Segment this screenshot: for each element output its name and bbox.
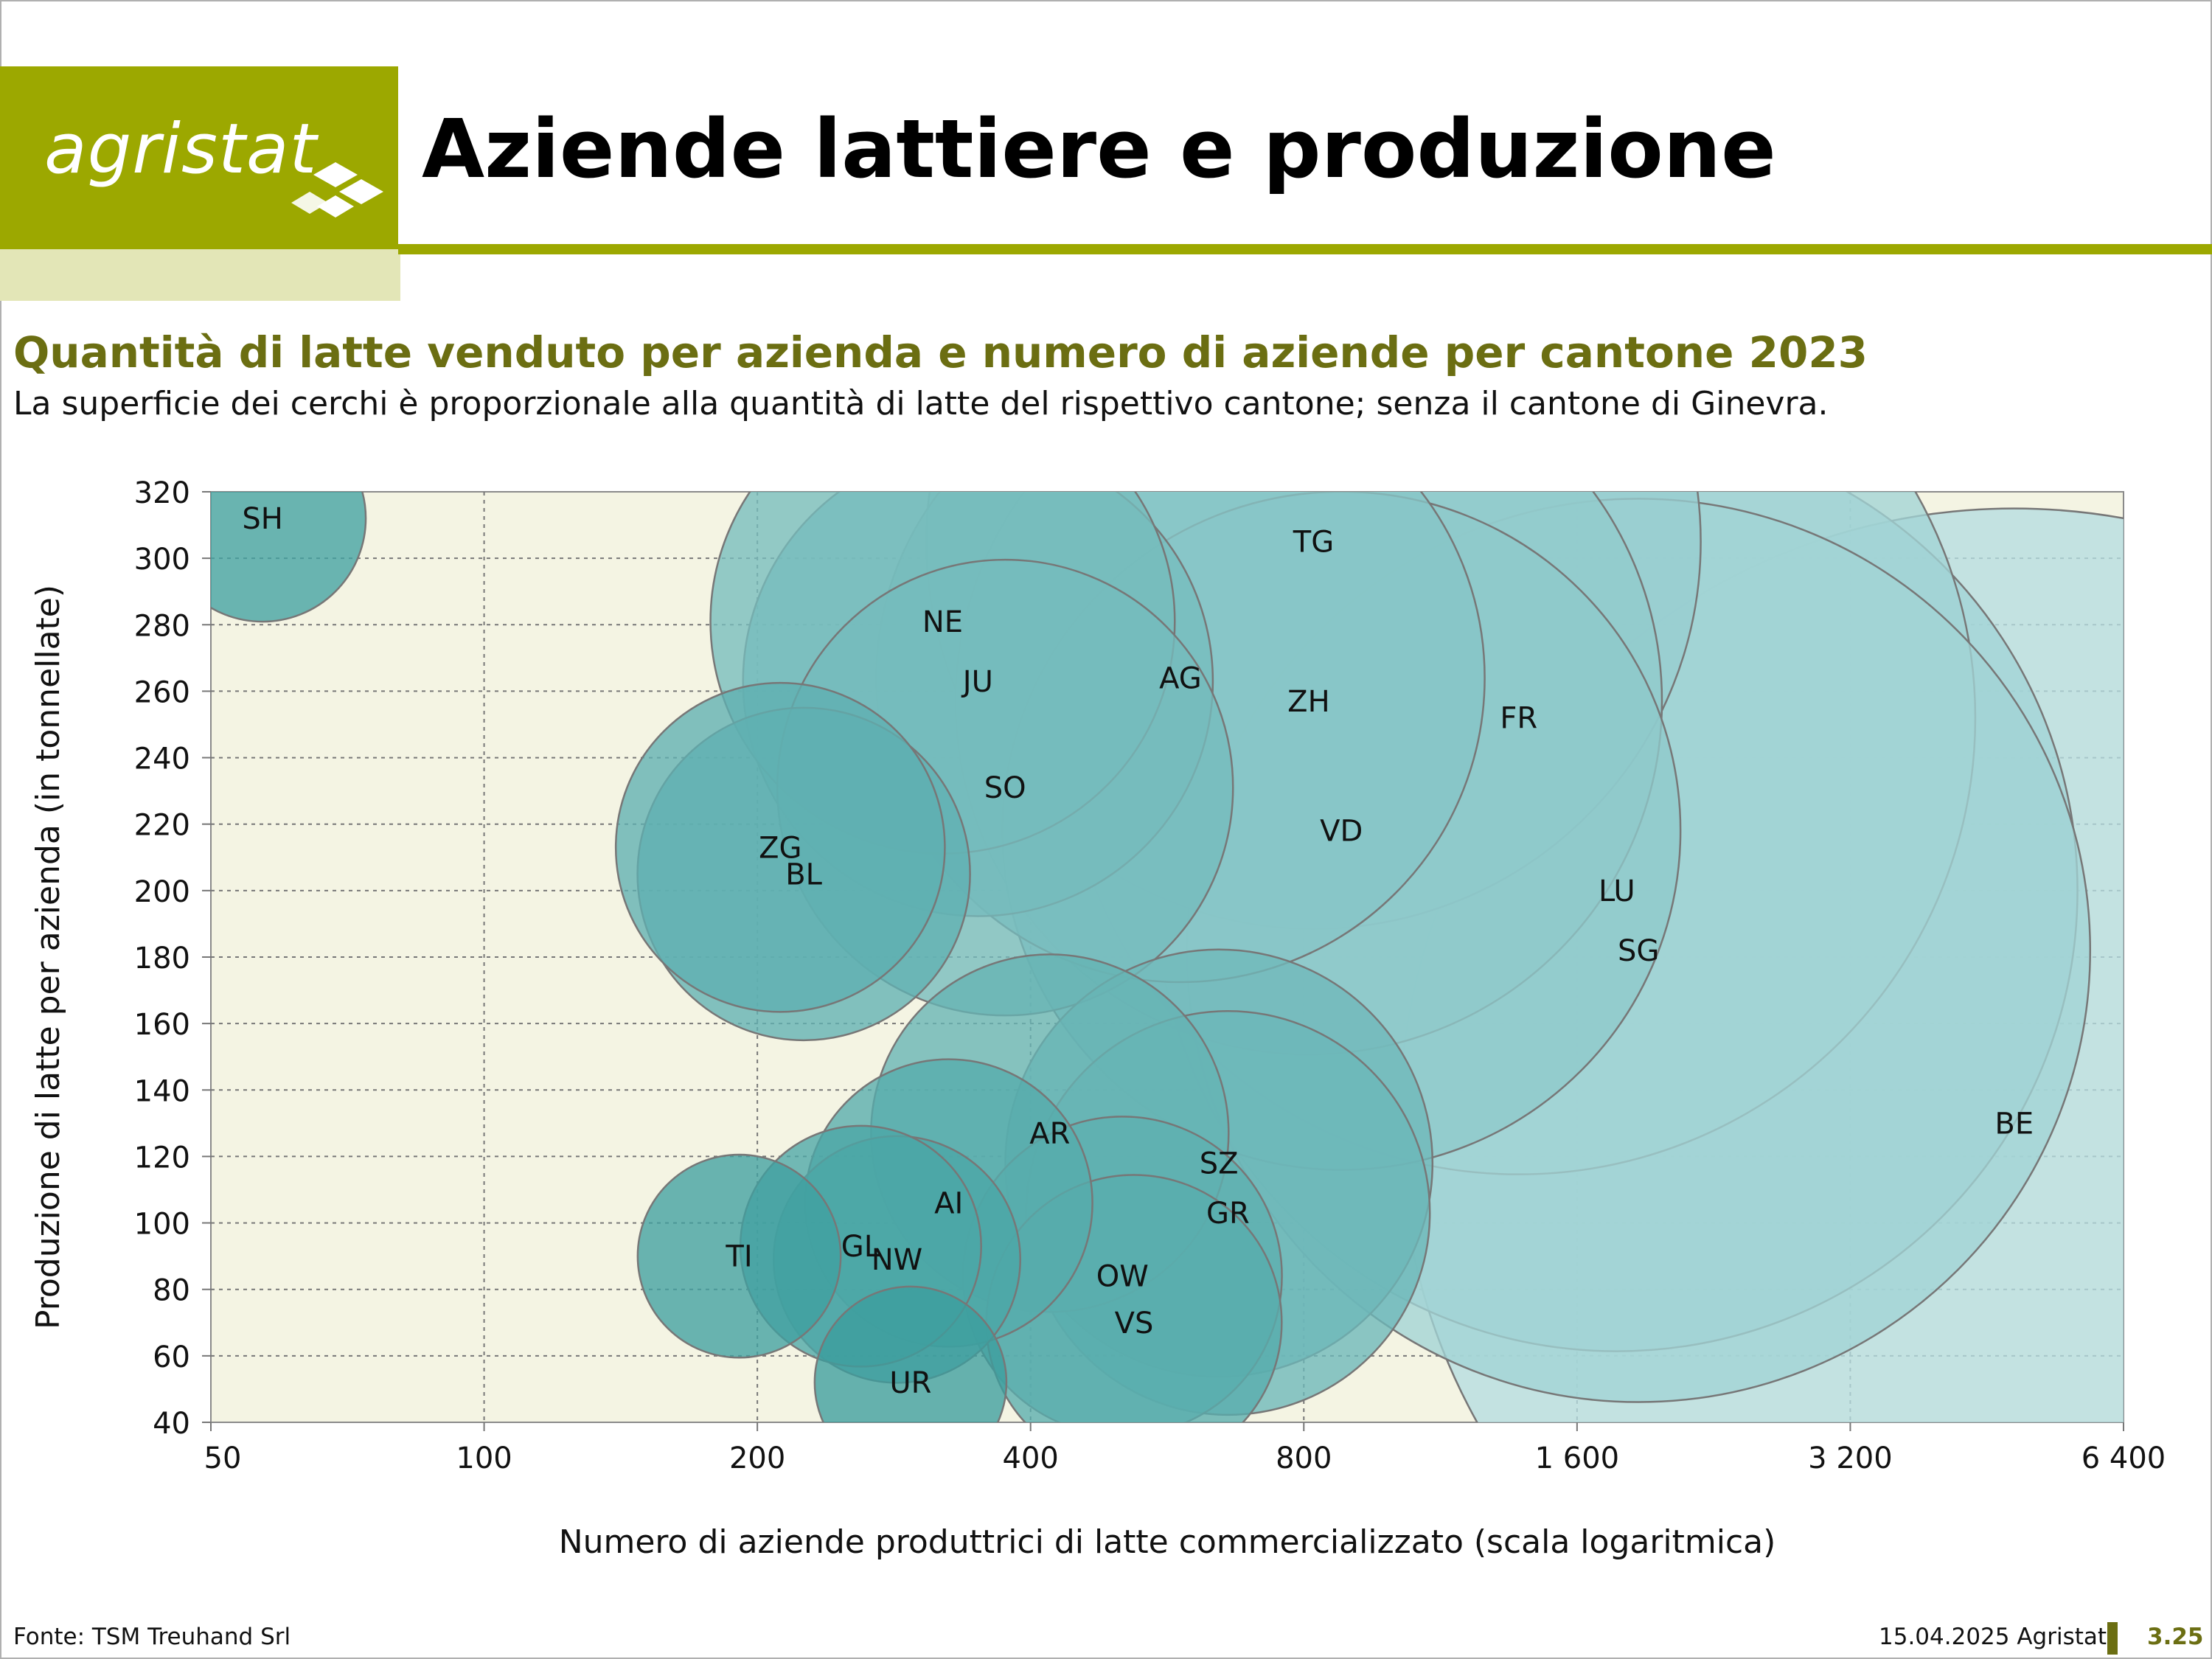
x-tick-label: 3 200 [1808, 1441, 1893, 1475]
bubble-label-ne: NE [922, 605, 963, 639]
bubble-label-gr: GR [1206, 1197, 1250, 1231]
y-tick-label: 100 [134, 1208, 190, 1242]
y-axis-ticks: 40 60 80 100 120 140 160 180 200 220 240 260 280 300 3… [134, 476, 211, 1441]
logo-wordmark: agristat [44, 109, 318, 189]
y-tick-label: 320 [134, 476, 190, 510]
y-tick-label: 60 [153, 1340, 190, 1374]
y-tick-label: 140 [134, 1074, 190, 1108]
x-tick-label: 200 [729, 1441, 785, 1475]
x-tick-label: 50 [204, 1441, 242, 1475]
footer-source: Fonte: TSM Treuhand Srl [13, 1624, 291, 1650]
bubble-label-gl: GL [841, 1230, 881, 1264]
x-axis-ticks: 50 100 200 400 800 1 600 3 200 6 400 [204, 1422, 2166, 1475]
y-tick-label: 160 [134, 1008, 190, 1042]
bubble-label-vs: VS [1115, 1307, 1154, 1340]
bubble-zg [614, 681, 946, 1013]
bubble-label-sg: SG [1618, 934, 1659, 968]
x-tick-label: 1 600 [1535, 1441, 1620, 1475]
x-tick-label: 400 [1003, 1441, 1059, 1475]
bubble-label-so: SO [984, 771, 1026, 805]
bubble-label-vd: VD [1320, 815, 1363, 849]
bubble-label-sz: SZ [1200, 1147, 1239, 1180]
bubble-label-ar: AR [1029, 1117, 1070, 1151]
bubble-label-ju: JU [961, 665, 993, 699]
bubble-label-zh: ZH [1287, 685, 1329, 719]
y-tick-label: 300 [134, 543, 190, 577]
page-number: 3.25 [2147, 1624, 2204, 1650]
x-tick-label: 800 [1276, 1441, 1332, 1475]
bubble-label-nw: NW [872, 1243, 922, 1277]
bubble-label-lu: LU [1599, 874, 1635, 908]
bubble-label-ur: UR [889, 1366, 931, 1400]
logo-shadow-band [0, 249, 400, 301]
y-tick-label: 80 [153, 1274, 190, 1308]
bubble-ur [813, 1285, 1008, 1422]
y-tick-label: 180 [134, 942, 190, 975]
footer-divider [2107, 1622, 2118, 1655]
y-tick-label: 120 [134, 1141, 190, 1175]
bubble-label-be: BE [1994, 1107, 2034, 1141]
bubble-label-ow: OW [1096, 1260, 1149, 1294]
bubble-sh [211, 492, 367, 623]
bubble-label-fr: FR [1500, 701, 1537, 735]
x-tick-label: 6 400 [2081, 1441, 2166, 1475]
bubble-label-bl: BL [785, 858, 822, 891]
logo-panel [0, 66, 398, 249]
bubble-label-sh: SH [242, 502, 282, 536]
header-divider [398, 244, 2212, 254]
y-tick-label: 220 [134, 809, 190, 843]
y-tick-label: 40 [153, 1407, 190, 1441]
logo-diamond-icon [291, 162, 383, 218]
y-tick-label: 240 [134, 742, 190, 776]
x-axis-label: Numero di aziende produttrici di latte c… [559, 1523, 1776, 1561]
y-tick-label: 200 [134, 875, 190, 909]
bubble-label-zg: ZG [759, 831, 801, 865]
bubble-label-ti: TI [725, 1240, 752, 1274]
y-axis-label: Produzione di latte per azienda (in tonn… [29, 585, 67, 1329]
y-tick-label: 260 [134, 675, 190, 709]
footer-date: 15.04.2025 Agristat [1879, 1624, 2107, 1650]
page-title: Aziende lattiere e produzione [422, 102, 1776, 196]
chart-subtitle: La superficie dei cerchi è proporzionale… [13, 385, 1829, 422]
bubble-label-ai: AI [934, 1187, 963, 1221]
bubbles [211, 492, 2124, 1422]
bubble-label-ag: AG [1159, 661, 1202, 695]
chart-title: Quantità di latte venduto per azienda e … [13, 327, 1868, 378]
bubble-ti [636, 1153, 842, 1359]
x-tick-label: 100 [456, 1441, 512, 1475]
y-tick-label: 280 [134, 609, 190, 643]
bubble-label-tg: TG [1293, 526, 1334, 560]
